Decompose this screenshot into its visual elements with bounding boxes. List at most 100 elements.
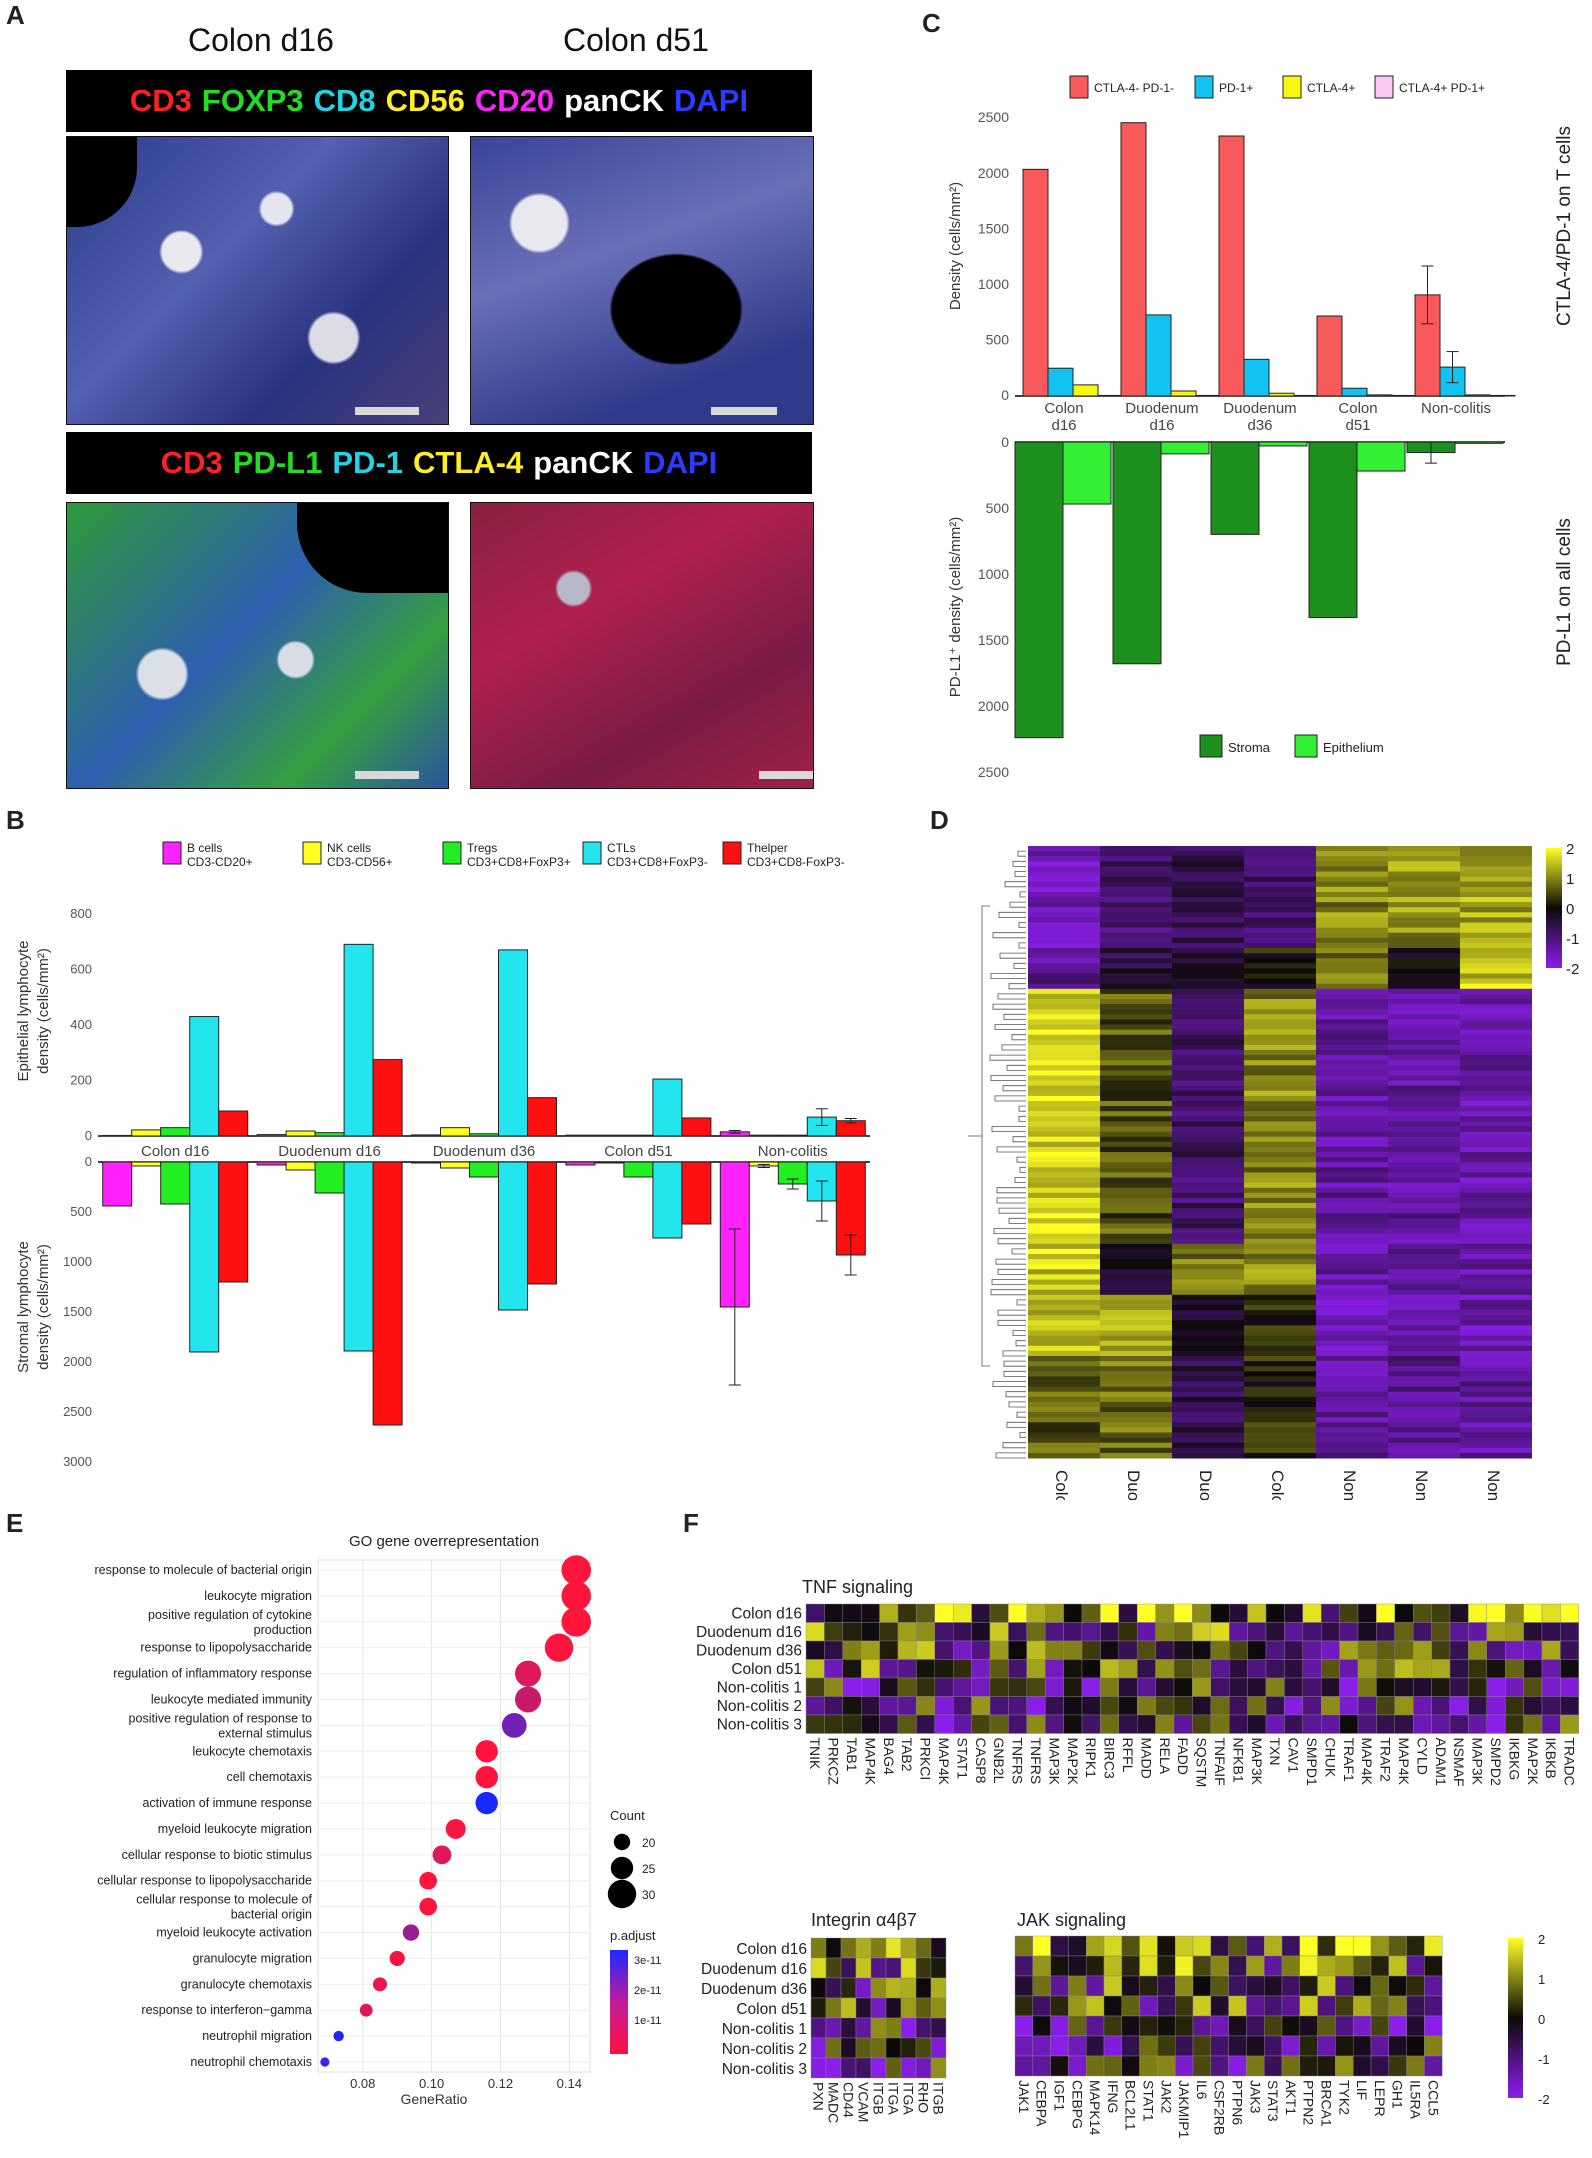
b-legend-swatch	[722, 841, 742, 865]
d-heatmap-cell	[1316, 1407, 1388, 1413]
f-tnf-cell	[1265, 1622, 1285, 1642]
d-heatmap-cell	[1028, 1167, 1100, 1173]
d-dendrogram-branch	[1008, 1401, 1026, 1408]
f-jak-cell	[1335, 1995, 1354, 2017]
d-heatmap-cell	[1028, 1213, 1100, 1219]
f-integrin-cell	[885, 2017, 902, 2039]
c-top-bar	[1341, 387, 1368, 397]
f-jak-cell	[1103, 1955, 1122, 1977]
f-tnf-cell	[1505, 1603, 1524, 1623]
panel-b-letter: B	[6, 805, 25, 835]
f-tnf-cell	[1008, 1714, 1027, 1734]
d-heatmap-cell	[1388, 1131, 1460, 1138]
d-heatmap-cell	[1028, 1376, 1100, 1382]
f-tnf-cell	[1523, 1659, 1543, 1679]
d-dendrogram-branch	[1006, 1421, 1026, 1428]
d-heatmap-cell	[1316, 1034, 1388, 1041]
c-top-bar	[1120, 122, 1147, 397]
c-top-bar	[1145, 314, 1172, 397]
f-tnf-cell	[1505, 1659, 1524, 1679]
f-tnf-cell	[1100, 1603, 1119, 1623]
d-heatmap-cell	[1316, 1116, 1388, 1122]
f-tnf-cell	[1247, 1622, 1267, 1642]
d-heatmap-cell	[1316, 1172, 1388, 1178]
e-padj-legend-label: 2e-11	[634, 1985, 661, 1997]
b-category-label: Duodenum d36	[433, 1143, 536, 1160]
b-bottom-bar	[623, 1161, 654, 1178]
d-heatmap-cell	[1172, 1111, 1244, 1117]
d-heatmap-cell	[1172, 927, 1244, 934]
d-heatmap-cell	[1316, 1044, 1388, 1051]
d-heatmap-cell	[1244, 1024, 1316, 1031]
d-heatmap-cell	[1316, 1182, 1388, 1189]
d-heatmap-cell	[1460, 1284, 1532, 1291]
f-tnf-cell	[1541, 1603, 1561, 1623]
d-column-label: Colon d16	[1052, 1470, 1071, 1500]
d-heatmap-cell	[1460, 891, 1532, 898]
f-jak-cell	[1264, 1995, 1283, 2017]
d-dendrogram	[968, 850, 1026, 1459]
d-heatmap-cell	[1172, 1289, 1244, 1296]
d-heatmap-cell	[1100, 1014, 1172, 1020]
d-heatmap-cell	[1316, 927, 1388, 934]
d-heatmap-cell	[1172, 1009, 1244, 1015]
f-jak-cell	[1264, 1955, 1283, 1977]
d-heatmap-cell	[1388, 1208, 1460, 1214]
d-heatmap-cell	[1100, 1243, 1172, 1250]
f-integrin-cell	[885, 1997, 902, 2019]
d-heatmap-cell	[1388, 886, 1460, 893]
d-heatmap-cell	[1388, 1254, 1460, 1260]
f-tnf-gene-label: RFFL	[1120, 1738, 1136, 1773]
d-heatmap-cell	[1172, 1131, 1244, 1138]
d-heatmap-cell	[1172, 978, 1244, 985]
f-tnf-cell	[934, 1603, 954, 1623]
d-heatmap-cell	[1460, 886, 1532, 893]
f-tnf-cell	[1413, 1659, 1432, 1679]
d-heatmap-cell	[1028, 902, 1100, 908]
d-heatmap-cell	[1316, 1264, 1388, 1270]
d-heatmap-cell	[1100, 891, 1172, 898]
d-heatmap-cell	[1388, 1350, 1460, 1357]
f-tnf-cell	[953, 1640, 972, 1660]
d-heatmap-cell	[1316, 917, 1388, 923]
d-heatmap-cell	[1028, 1391, 1100, 1398]
f-tnf-cell	[1192, 1622, 1211, 1642]
e-dot	[475, 1765, 498, 1789]
d-heatmap-cell	[1388, 917, 1460, 923]
d-heatmap-cell	[1316, 1223, 1388, 1229]
d-heatmap-cell	[1388, 1274, 1460, 1280]
f-tnf-cell	[1302, 1696, 1322, 1716]
f-tnf-cell	[1486, 1696, 1506, 1716]
f-jak-cell	[1175, 2015, 1194, 2037]
f-tnf-cell	[1413, 1603, 1432, 1623]
d-heatmap-cell	[1172, 1412, 1244, 1418]
d-heatmap-cell	[1460, 856, 1532, 862]
b-bottom-tick: 1000	[63, 1254, 92, 1269]
f-jak-gene-label: CSF2RB	[1212, 2080, 1228, 2135]
f-tnf-cell	[1357, 1659, 1377, 1679]
d-heatmap-cell	[1316, 846, 1388, 852]
b-legend-name: NK cells	[327, 841, 371, 855]
d-dendrogram-branch	[997, 1238, 1026, 1245]
d-heatmap-cell	[1244, 937, 1316, 944]
d-heatmap-cell	[1100, 1070, 1172, 1076]
f-tnf-cell	[953, 1622, 972, 1642]
b-top-tick: 200	[70, 1072, 92, 1087]
d-dendrogram-branch	[1011, 1034, 1026, 1041]
f-tnf-cell	[989, 1640, 1009, 1660]
e-term-label: response to molecule of bacterial origin	[95, 1563, 313, 1577]
b-top-bar	[594, 1134, 625, 1137]
d-heatmap-cell	[1028, 1432, 1100, 1439]
d-heatmap-cell	[1460, 1422, 1532, 1428]
d-heatmap-cell	[1100, 1238, 1172, 1245]
d-heatmap-cell	[1028, 999, 1100, 1005]
d-heatmap-cell	[1460, 1024, 1532, 1031]
d-heatmap-cell	[1100, 958, 1172, 964]
f-tnf-gene-label: IKBKB	[1543, 1738, 1559, 1779]
d-heatmap-cell	[1460, 1111, 1532, 1117]
d-heatmap-cell	[1172, 1162, 1244, 1168]
f-integrin-cell	[930, 1957, 947, 1979]
d-heatmap-cell	[1316, 1101, 1388, 1107]
d-heatmap-cell	[1028, 1417, 1100, 1423]
d-heatmap-cell	[1028, 1254, 1100, 1260]
